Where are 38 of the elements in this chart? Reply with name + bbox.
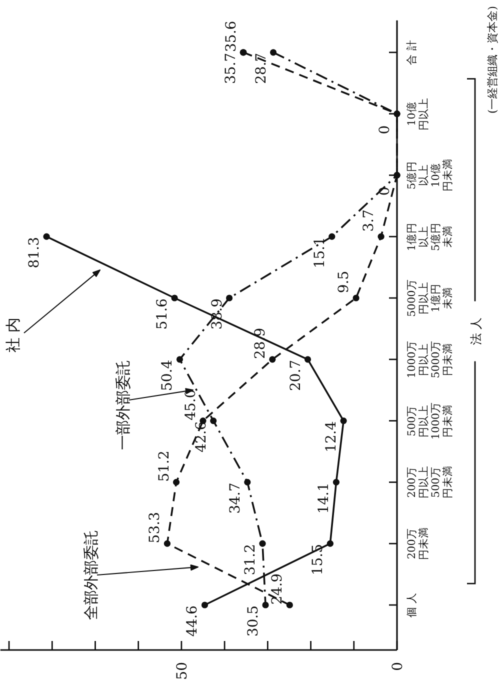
- y-tick-label: 5000万円以上1億円未満: [406, 279, 454, 317]
- data-label: 35.6: [224, 20, 240, 52]
- y-tick-label: 合 計: [405, 40, 418, 66]
- text: (一経営組織・資本金): [486, 6, 499, 114]
- text: 全部外部委託: [82, 530, 100, 620]
- y-tick-label: 個 人: [406, 592, 418, 618]
- y-tick-label: 1000万円以上5000万円未満: [406, 340, 454, 378]
- data-label: 24.9: [270, 573, 286, 605]
- data-label: 28.7: [253, 52, 270, 84]
- data-label: 53.3: [147, 512, 164, 544]
- data-label: 20.7: [288, 360, 304, 391]
- y-tick-label: 200万円以上500万円未満: [406, 466, 454, 499]
- y-tick-label: 200万円未満: [406, 527, 430, 560]
- data-label: 14.1: [316, 482, 332, 514]
- data-label: 9.5: [336, 270, 352, 294]
- data-label: 51.6: [154, 298, 171, 330]
- y-tick-label: 1億円以上5億円未満: [405, 222, 454, 251]
- text: 一部外部委託: [114, 360, 132, 450]
- data-label: 34.7: [227, 482, 244, 514]
- y-tick-label: 500万円以上1000万円未満: [406, 402, 454, 440]
- data-label: 50.4: [160, 360, 176, 391]
- data-label: 81.3: [26, 237, 43, 268]
- data-label: 44.6: [184, 605, 201, 637]
- data-label: 31.2: [242, 544, 258, 576]
- y-tick-label: 10億円以上: [405, 97, 430, 130]
- data-label: 35.7: [223, 52, 240, 84]
- data-label: 28.9: [252, 328, 268, 359]
- data-label: 0: [377, 125, 393, 134]
- data-label: 51.2: [156, 450, 172, 482]
- y-tick-label: 5億円以上10億円未満: [405, 158, 454, 192]
- data-label: 15.1: [312, 237, 328, 268]
- text: 社 内: [4, 318, 22, 352]
- data-label: 30.5: [246, 605, 262, 637]
- data-label: 12.4: [324, 421, 340, 452]
- data-label: 15.5: [310, 544, 326, 576]
- text: 法 人: [469, 317, 483, 346]
- data-label: 3.7: [361, 209, 378, 232]
- x-tick-label: 50: [174, 662, 190, 680]
